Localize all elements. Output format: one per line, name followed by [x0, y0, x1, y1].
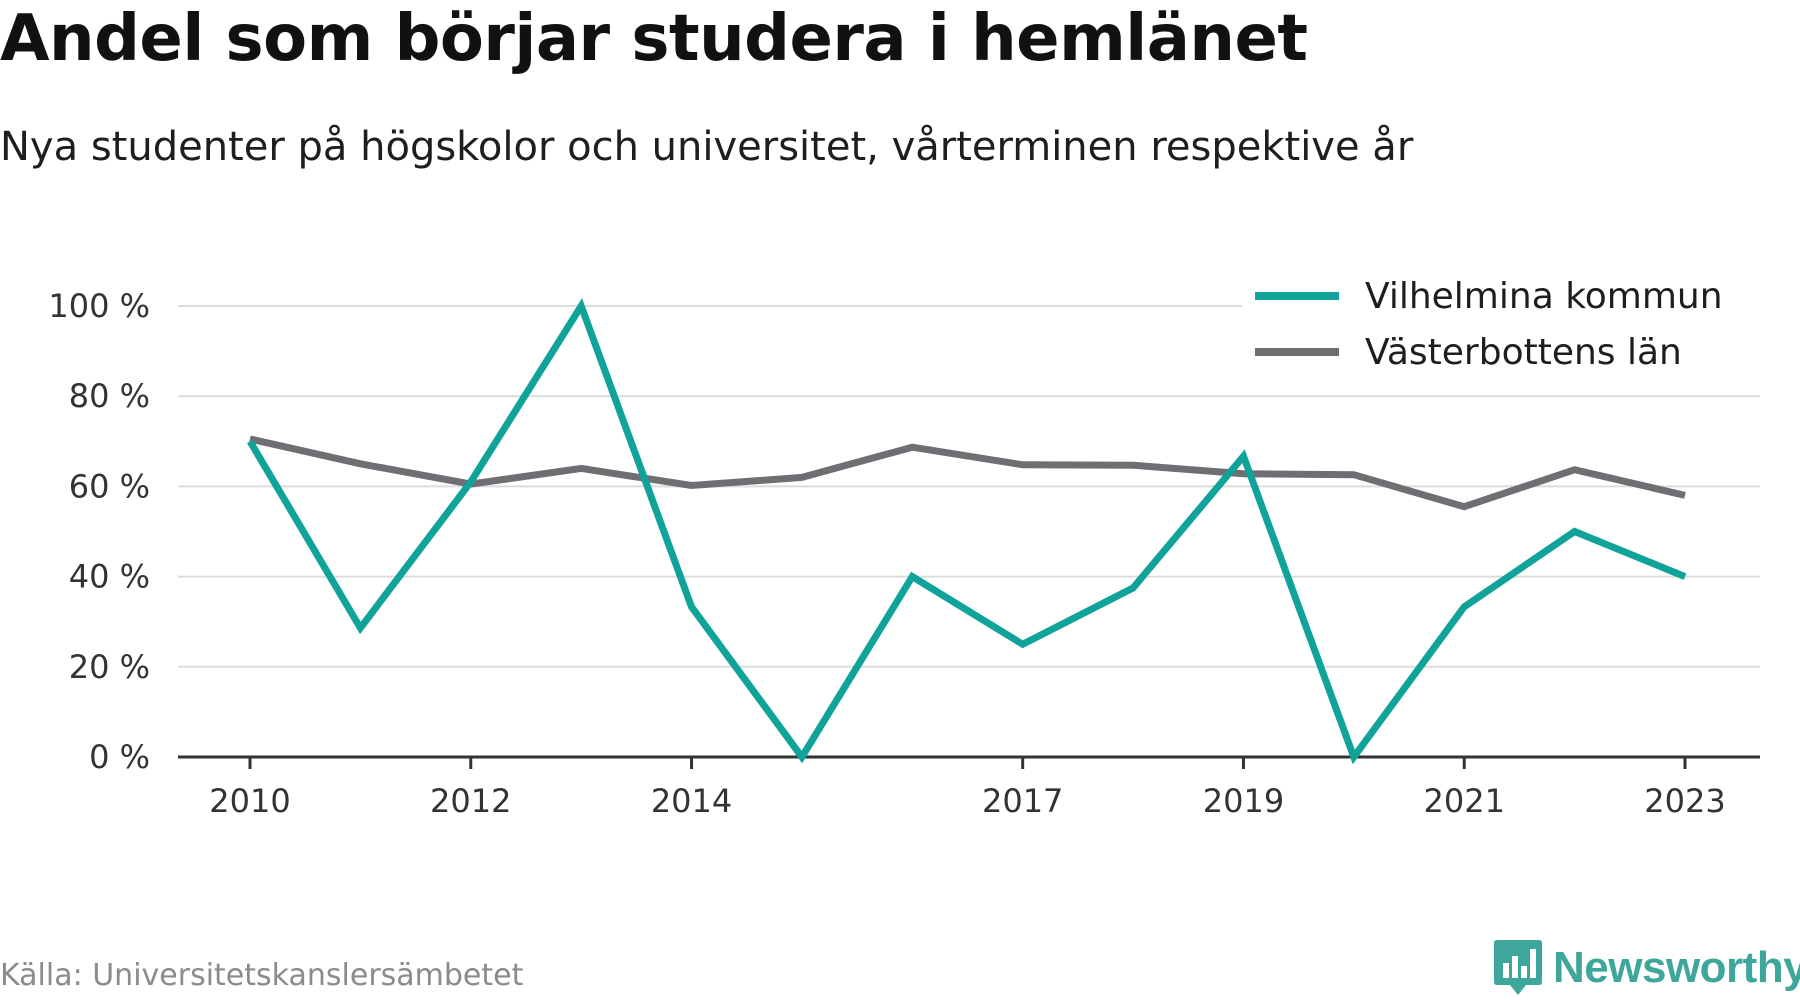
x-tick-label: 2023: [1644, 782, 1725, 820]
legend-label: Västerbottens län: [1365, 332, 1682, 373]
y-tick-label: 60 %: [69, 467, 150, 505]
y-tick-label: 20 %: [69, 648, 150, 686]
legend-label: Vilhelmina kommun: [1365, 276, 1723, 317]
y-tick-label: 40 %: [69, 558, 150, 596]
chart-subtitle: Nya studenter på högskolor och universit…: [0, 124, 1414, 170]
x-tick-label: 2017: [982, 782, 1063, 820]
series-line-vilhelmina: [246, 298, 1687, 765]
brand-name: Newsworthy: [1553, 943, 1800, 992]
y-tick-label: 100 %: [48, 287, 150, 325]
y-tick-label: 80 %: [69, 377, 150, 415]
series-line-vasterbotten: [249, 435, 1686, 511]
source-note: Källa: Universitetskanslersämbetet: [0, 958, 524, 993]
axes: 0 % 20 % 40 % 60 % 80 % 100 % 2010 2012 2014 2017…: [48, 287, 1760, 820]
bar-chart-badge-icon: [1494, 940, 1542, 995]
newsworthy-logo: Newsworthy: [1493, 938, 1800, 998]
legend: Vilhelmina kommun Västerbottens län: [1242, 262, 1764, 384]
series-lines: [246, 298, 1687, 765]
x-tick-label: 2012: [430, 782, 511, 820]
x-tick-label: 2010: [209, 782, 290, 820]
x-tick-label: 2014: [651, 782, 732, 820]
legend-background: [1242, 262, 1764, 384]
x-tick-label: 2019: [1203, 782, 1284, 820]
x-tick-label: 2021: [1424, 782, 1505, 820]
y-tick-label: 0 %: [89, 738, 150, 776]
chart-title: Andel som börjar studera i hemlänet: [0, 2, 1308, 76]
